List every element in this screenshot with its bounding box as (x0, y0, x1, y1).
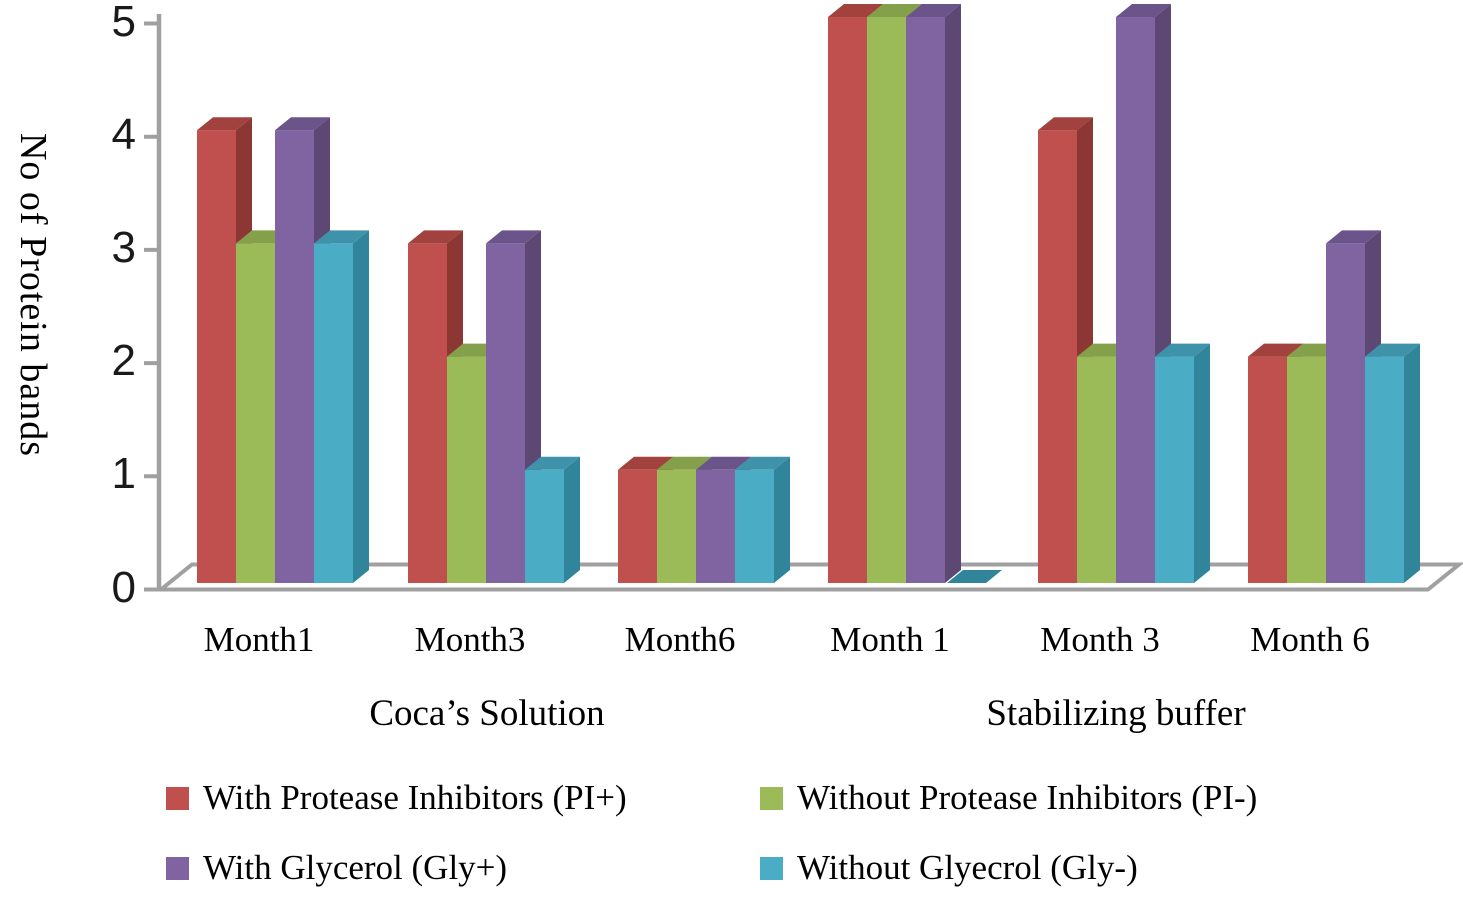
bar-top (657, 456, 712, 470)
bar-top (1155, 343, 1210, 357)
bar-front (618, 469, 657, 583)
x-axis-group-label-stabilizing-buffer: Stabilizing buffer (986, 693, 1246, 734)
bar-top (735, 456, 790, 470)
y-axis-title: No of Protein bands (12, 132, 54, 458)
x-tick-label: Month1 (203, 620, 315, 659)
bar-top (275, 117, 330, 131)
bar-front (1116, 17, 1155, 583)
bar-front (1155, 356, 1194, 583)
bar-front (447, 356, 486, 583)
y-tick-label: 3 (111, 222, 136, 272)
bar-top (618, 456, 673, 470)
bar-front (1326, 243, 1365, 583)
x-axis-group-label-cocas-solution: Coca’s Solution (369, 693, 605, 734)
legend-swatch-icon (760, 786, 783, 810)
y-tick-label: 0 (111, 562, 136, 612)
bar-top (906, 4, 961, 17)
bar-front (696, 469, 735, 583)
y-tick-label: 2 (111, 336, 136, 386)
bar-front (867, 17, 906, 583)
bar-front (314, 243, 353, 583)
bar-top (1116, 4, 1171, 17)
legend-item: With Glycerol (Gly+) (166, 848, 760, 888)
bar-top (314, 230, 369, 244)
bar-front (1248, 356, 1287, 583)
bar-top (1038, 117, 1093, 131)
bar-top (696, 456, 751, 470)
legend-swatch-icon (166, 856, 189, 880)
chart-legend: With Protease Inhibitors (PI+) Without Pr… (166, 778, 1406, 888)
bar-top (828, 4, 883, 17)
bar-side (353, 230, 369, 583)
x-tick-label: Month 1 (830, 620, 950, 659)
bar-zero-marker (947, 570, 1002, 583)
bar-top (197, 117, 252, 131)
bar-top (408, 230, 463, 244)
legend-label: With Glycerol (Gly+) (203, 848, 508, 887)
bar-front (657, 469, 696, 583)
bar-front (1365, 356, 1404, 583)
legend-label: With Protease Inhibitors (PI+) (203, 778, 627, 817)
bar-front (828, 17, 867, 583)
bar-front (1287, 356, 1326, 583)
bar-front (236, 243, 275, 583)
bar-side (1404, 343, 1420, 583)
y-tick-label: 4 (111, 109, 136, 159)
plot-floor (155, 562, 1463, 592)
bar-top (1248, 343, 1303, 357)
bar-front (906, 17, 945, 583)
bar-front (408, 243, 447, 583)
bar-side (1194, 343, 1210, 583)
legend-swatch-icon (760, 856, 783, 880)
x-tick-label: Month3 (414, 620, 526, 659)
legend-label: Without Glyecrol (Gly-) (797, 848, 1138, 887)
x-tick-label: Month6 (624, 620, 736, 659)
y-tick-label: 5 (111, 0, 136, 46)
bar-side (945, 4, 961, 583)
x-tick-label: Month 6 (1250, 620, 1370, 659)
legend-item: With Protease Inhibitors (PI+) (166, 778, 760, 818)
bar-front (735, 469, 774, 583)
legend-label: Without Protease Inhibitors (PI-) (797, 778, 1258, 817)
bar-top (525, 456, 580, 470)
bar-top (1365, 343, 1420, 357)
legend-item: Without Glyecrol (Gly-) (760, 848, 1406, 888)
bar-top (867, 4, 922, 17)
bar-top (1326, 230, 1381, 244)
y-tick-label: 1 (111, 449, 136, 499)
legend-swatch-icon (166, 786, 189, 810)
bar-top (486, 230, 541, 244)
bar-front (486, 243, 525, 583)
bar-front (197, 130, 236, 583)
bar-front (525, 469, 564, 583)
x-tick-label: Month 3 (1040, 620, 1160, 659)
bar-front (275, 130, 314, 583)
bar-side (564, 456, 580, 583)
bar-front (1077, 356, 1116, 583)
bar-front (1038, 130, 1077, 583)
legend-item: Without Protease Inhibitors (PI-) (760, 778, 1406, 818)
bar-side (774, 456, 790, 583)
